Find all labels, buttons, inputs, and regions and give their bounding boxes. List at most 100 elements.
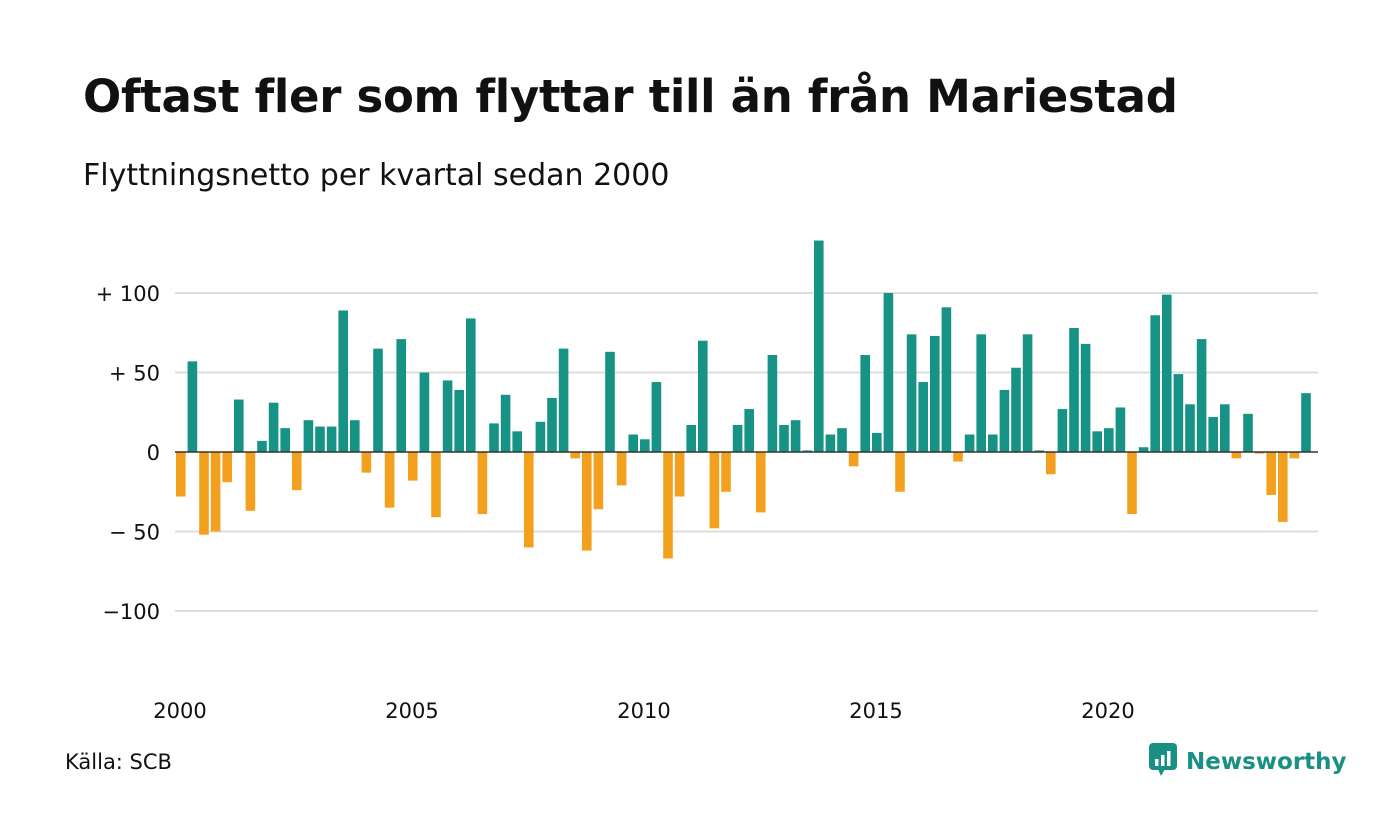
bar <box>999 389 1010 452</box>
x-tick-label: 2000 <box>153 699 206 723</box>
bar <box>1185 404 1195 452</box>
bar <box>454 389 464 452</box>
bar <box>640 439 650 452</box>
bar <box>1162 294 1172 452</box>
bar <box>988 434 998 452</box>
bar <box>466 318 476 452</box>
bar <box>1046 452 1056 475</box>
bar <box>222 452 232 483</box>
bar <box>257 440 267 452</box>
bar <box>1138 447 1149 452</box>
y-tick-label: −100 <box>102 600 160 624</box>
bar <box>1173 374 1184 452</box>
bar <box>930 335 940 452</box>
bar <box>837 428 847 452</box>
bar <box>802 450 812 452</box>
bar <box>918 382 928 452</box>
bar <box>1092 431 1102 452</box>
bar <box>1243 413 1253 452</box>
bar <box>779 424 789 452</box>
bar <box>906 334 917 452</box>
bar <box>1022 334 1033 452</box>
bar <box>616 452 627 486</box>
bar <box>234 399 244 452</box>
bar <box>524 452 534 548</box>
bar <box>721 452 731 492</box>
bar <box>709 452 720 529</box>
bar <box>338 310 348 452</box>
bar <box>500 394 511 452</box>
bar <box>199 452 209 535</box>
bar <box>1254 452 1265 454</box>
bar <box>1150 315 1160 452</box>
bar <box>651 382 662 452</box>
bar <box>1231 452 1242 459</box>
bar <box>964 434 975 452</box>
bar <box>1289 452 1300 459</box>
bar <box>210 452 221 532</box>
bar <box>663 452 673 559</box>
y-tick-label: − 50 <box>109 521 160 545</box>
bar <box>814 240 824 452</box>
y-tick-label: + 50 <box>109 362 160 386</box>
bar <box>756 452 766 513</box>
bar <box>326 426 337 452</box>
bar <box>953 452 963 462</box>
bar <box>547 397 557 452</box>
bar <box>1080 343 1091 452</box>
bar <box>767 355 778 452</box>
x-tick-label: 2015 <box>849 699 902 723</box>
bar <box>431 452 441 518</box>
bar <box>1127 452 1137 515</box>
bar <box>1220 404 1230 452</box>
bar <box>1115 407 1126 452</box>
bar <box>350 420 360 452</box>
bar <box>570 452 580 459</box>
bar <box>489 423 499 452</box>
x-axis: 2000 2005 2010 2015 2020 <box>153 699 1134 723</box>
bar <box>315 426 325 452</box>
bar <box>245 452 256 511</box>
bar <box>976 334 986 452</box>
brand-name: Newsworthy <box>1186 749 1347 775</box>
bar-chart: + 100 + 50 0 − 50 −100 2000 2005 2010 2015 2020 <box>96 240 1318 723</box>
chart-title: Oftast fler som flyttar till än från Mar… <box>83 70 1178 123</box>
bar <box>790 420 801 452</box>
bar <box>674 452 685 497</box>
bar <box>361 452 372 473</box>
grid-lines <box>175 292 1318 612</box>
bar <box>1208 417 1218 452</box>
bar <box>941 307 952 452</box>
bar <box>1301 393 1311 452</box>
bar <box>187 361 198 452</box>
bar <box>686 424 696 452</box>
bar <box>1278 452 1288 522</box>
bar <box>732 424 743 452</box>
bar <box>1069 327 1079 452</box>
bar <box>883 293 894 452</box>
bar <box>442 380 453 452</box>
bar <box>1266 452 1276 495</box>
bar <box>872 432 882 452</box>
bar <box>303 420 314 452</box>
brand-logo: Newsworthy <box>1148 742 1347 782</box>
bar <box>1196 339 1207 452</box>
bar <box>628 434 638 452</box>
x-tick-label: 2005 <box>385 699 438 723</box>
newsworthy-logo-icon <box>1148 742 1178 782</box>
y-tick-label: + 100 <box>96 282 160 306</box>
bar-series <box>176 240 1311 559</box>
bar <box>825 434 836 452</box>
y-tick-label: 0 <box>147 441 160 465</box>
bar <box>384 452 395 508</box>
bar <box>535 421 546 452</box>
bar <box>558 348 569 452</box>
bar <box>408 452 418 481</box>
bar <box>582 452 592 551</box>
bar <box>1057 409 1068 452</box>
bar <box>176 452 186 497</box>
bar <box>268 402 279 452</box>
bar <box>419 372 430 452</box>
bar <box>698 340 708 452</box>
x-tick-label: 2020 <box>1081 699 1134 723</box>
